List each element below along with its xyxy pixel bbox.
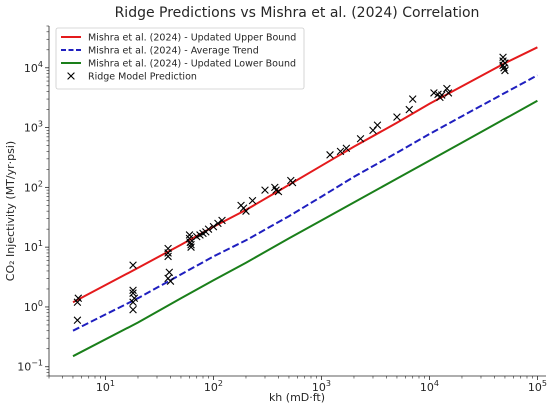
scatter-point: [187, 240, 195, 249]
scatter-point: [261, 186, 269, 194]
scatter-point: [356, 134, 365, 143]
scatter-point: [408, 95, 417, 103]
scatter-point: [501, 66, 509, 75]
scatter-point: [499, 53, 507, 62]
scatter-point: [288, 178, 297, 187]
plot-area: 101 102 103 104 105 10−1 100 101 102 103 104: [17, 25, 547, 394]
scatter-point: [129, 286, 137, 295]
y-tick-label: 103: [24, 120, 43, 135]
scatter-point: [187, 243, 195, 251]
scatter-point: [393, 113, 401, 121]
series-line-mishra-et-al-2024-average-trend: [72, 74, 538, 332]
scatter-point: [437, 91, 446, 99]
scatter-point: [242, 207, 250, 215]
legend-label: Mishra et al. (2024) - Average Trend: [88, 46, 259, 57]
x-tick-label: 102: [204, 379, 223, 394]
scatter-point: [214, 219, 222, 228]
scatter-point: [430, 89, 438, 97]
scatter-point: [248, 196, 257, 205]
scatter-point: [129, 298, 137, 307]
scatter-point: [444, 89, 453, 97]
y-tick-label: 10−1: [17, 359, 43, 374]
scatter-point: [218, 216, 226, 225]
series-line-mishra-et-al-2024-updated-upper-bound: [72, 46, 538, 304]
scatter-point: [405, 105, 414, 114]
legend-box: [55, 27, 305, 90]
y-axis-label: CO₂ Injectivity (MT/yr·psi): [4, 141, 17, 281]
scatter-point: [74, 294, 83, 303]
scatter-point: [129, 261, 137, 269]
scatter-point: [373, 121, 382, 129]
scatter-point: [73, 316, 82, 325]
scatter-point: [129, 305, 137, 314]
series-line-mishra-et-al-2024-updated-lower-bound: [72, 99, 538, 358]
y-tick-label: 104: [24, 60, 43, 75]
chart-title: Ridge Predictions vs Mishra et al. (2024…: [115, 5, 480, 21]
x-tick-label: 103: [312, 379, 331, 394]
y-tick-label: 100: [24, 299, 43, 314]
x-tick-label: 104: [420, 379, 439, 394]
x-ticks: 101 102 103 104 105: [48, 376, 547, 394]
x-axis-label: kh (mD·ft): [269, 391, 325, 404]
legend-swatch-marker: [67, 72, 75, 80]
scatter-point: [274, 187, 283, 196]
y-tick-label: 101: [24, 239, 43, 254]
scatter-point: [164, 249, 172, 257]
scatter-point: [443, 84, 451, 93]
legend-label: Mishra et al. (2024) - Updated Upper Bou…: [88, 33, 296, 44]
scatter-point: [326, 151, 334, 159]
y-tick-label: 102: [24, 179, 43, 194]
x-tick-label: 105: [528, 379, 547, 394]
scatter-point: [501, 59, 509, 67]
scatter-point: [336, 147, 345, 156]
legend-label: Mishra et al. (2024) - Updated Lower Bou…: [88, 59, 296, 70]
scatter-point: [204, 225, 213, 233]
scatter-point: [209, 222, 218, 231]
legend-label: Ridge Model Prediction: [88, 72, 197, 83]
scatter-point: [165, 268, 174, 277]
scatter-point: [166, 277, 175, 285]
y-ticks: 10−1 100 101 102 103 104: [17, 25, 49, 377]
scatter-point: [185, 231, 194, 239]
scatter-point: [342, 144, 351, 153]
x-tick-label: 101: [96, 379, 115, 394]
series-layer: [72, 46, 538, 358]
scatter-point: [164, 252, 172, 261]
legend: Mishra et al. (2024) - Updated Upper Bou…: [55, 27, 305, 90]
